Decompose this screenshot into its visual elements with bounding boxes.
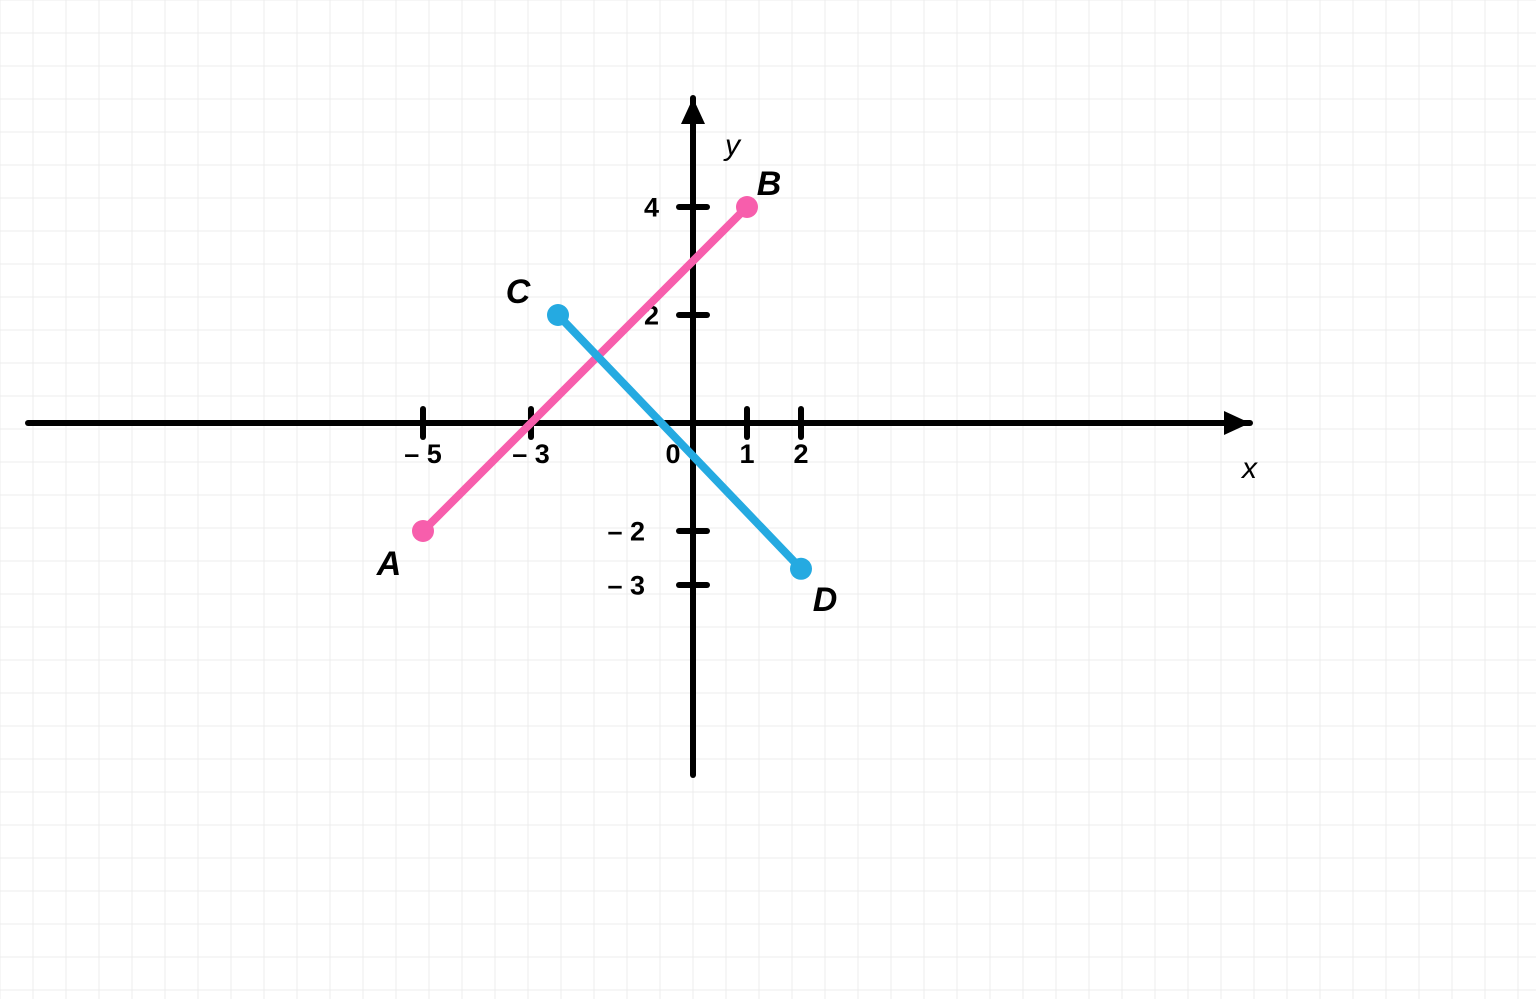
x-tick-label: 1 [739,439,754,469]
x-tick-label: – 5 [404,439,442,469]
x-tick-label: – 3 [512,439,550,469]
point-label-A: A [376,545,402,583]
x-axis-label: x [1240,452,1258,485]
point-A [412,520,434,542]
point-D [790,558,812,580]
point-B [736,196,758,218]
point-C [547,304,569,326]
x-tick-label: 2 [793,439,808,469]
point-label-D: D [813,581,838,619]
y-tick-label: – 3 [607,570,645,600]
chart-background [0,0,1536,999]
y-axis-label: y [723,129,742,162]
y-tick-label: – 2 [607,516,645,546]
y-tick-label: 4 [644,192,659,222]
point-label-C: C [506,273,531,311]
point-label-B: B [757,165,782,203]
coordinate-plane: – 5– 312042– 2– 3xyABCD [0,0,1536,999]
